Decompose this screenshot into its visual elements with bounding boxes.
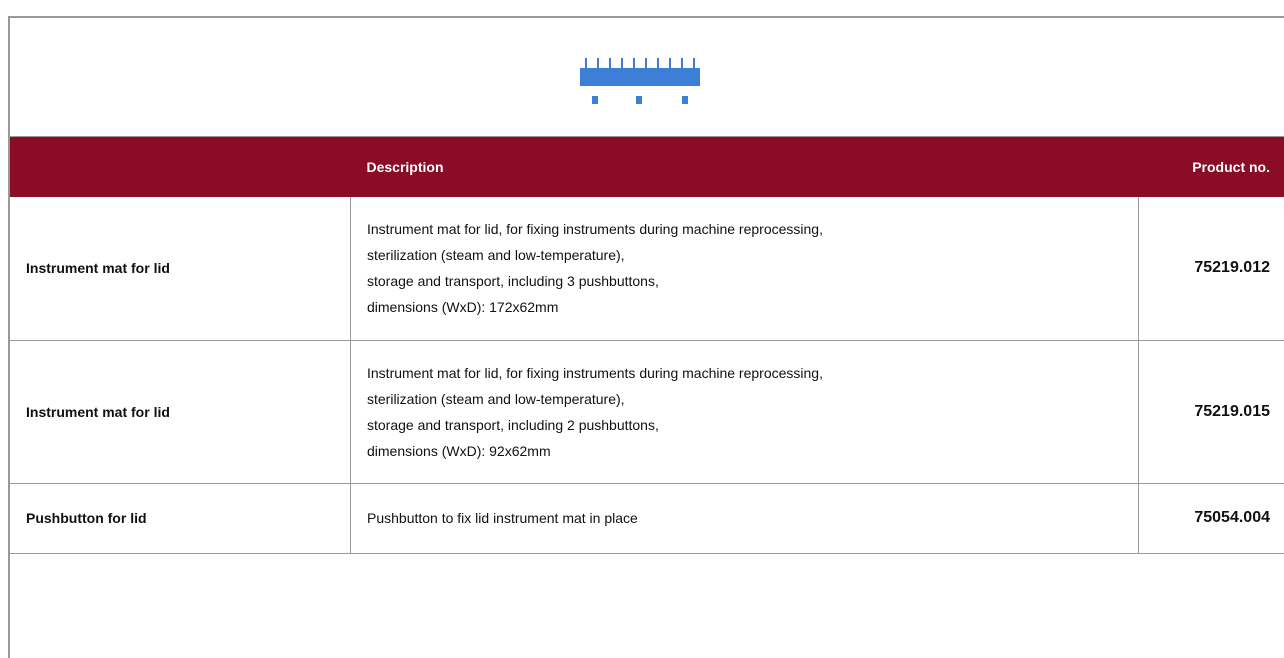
item-description: Instrument mat for lid, for fixing instr…	[351, 340, 1139, 483]
description-line: sterilization (steam and low-temperature…	[367, 242, 1122, 268]
table-row: Instrument mat for lid Instrument mat for…	[10, 340, 1284, 483]
item-description: Instrument mat for lid, for fixing instr…	[351, 197, 1139, 340]
product-image	[578, 54, 708, 114]
header-cell: Product no.	[1139, 137, 1284, 197]
description-line: storage and transport, including 3 pushb…	[367, 268, 1122, 294]
item-name: Instrument mat for lid	[10, 340, 351, 483]
product-number: 75219.012	[1139, 197, 1284, 340]
product-number: 75054.004	[1139, 483, 1284, 553]
item-description: Pushbutton to fix lid instrument mat in …	[351, 483, 1139, 553]
table-row: Pushbutton for lid Pushbutton to fix lid …	[10, 483, 1284, 553]
description-line: Pushbutton to fix lid instrument mat in …	[367, 505, 1122, 531]
description-line: dimensions (WxD): 172x62mm	[367, 294, 1122, 320]
description-line: sterilization (steam and low-temperature…	[367, 386, 1122, 412]
item-name: Instrument mat for lid	[10, 197, 351, 340]
product-number: 75219.015	[1139, 340, 1284, 483]
description-line: storage and transport, including 2 pushb…	[367, 412, 1122, 438]
description-line: Instrument mat for lid, for fixing instr…	[367, 360, 1122, 386]
item-name: Pushbutton for lid	[10, 483, 351, 553]
table-row: Instrument mat for lid Instrument mat for…	[10, 197, 1284, 340]
description-line: Instrument mat for lid, for fixing instr…	[367, 216, 1122, 242]
product-table: Description Product no. Instrument mat f…	[10, 137, 1284, 554]
description-line: dimensions (WxD): 92x62mm	[367, 438, 1122, 464]
header-blank	[10, 137, 351, 197]
header-cell: Description	[351, 137, 1139, 197]
product-image-area	[10, 18, 1284, 137]
product-table-panel: Description Product no. Instrument mat f…	[8, 16, 1284, 658]
